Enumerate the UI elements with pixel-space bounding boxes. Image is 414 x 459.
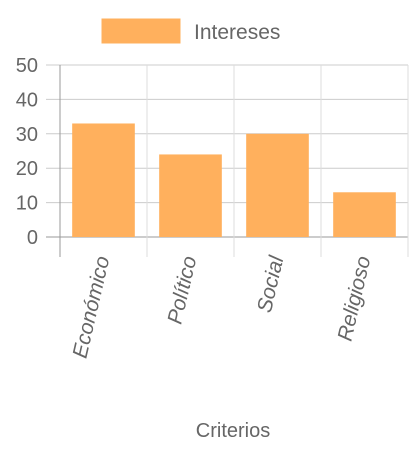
x-tick-label: Político	[163, 254, 201, 327]
x-tick-label: Económico	[69, 254, 115, 361]
bar-religioso	[333, 192, 396, 237]
y-tick-label: 30	[16, 124, 38, 146]
y-axis-ticks: 0 10 20 30 40 50	[16, 55, 38, 249]
y-tick-label: 20	[16, 158, 38, 180]
bars	[72, 123, 396, 237]
legend-label: Intereses	[194, 21, 280, 44]
bar-económico	[72, 123, 135, 237]
x-tick-label: Religioso	[334, 254, 376, 344]
x-axis-title: Criterios	[196, 420, 270, 442]
y-tick-label: 50	[16, 55, 38, 77]
x-axis-ticks: Económico Político Social Religioso	[69, 253, 376, 361]
y-tick-label: 0	[27, 227, 38, 249]
legend[interactable]: Intereses	[98, 15, 280, 47]
legend-swatch	[98, 15, 184, 47]
x-tick-label: Social	[253, 253, 289, 315]
y-tick-label: 40	[16, 89, 38, 111]
y-tick-label: 10	[16, 193, 38, 215]
bar-social	[246, 133, 309, 237]
bar-político	[159, 154, 222, 237]
